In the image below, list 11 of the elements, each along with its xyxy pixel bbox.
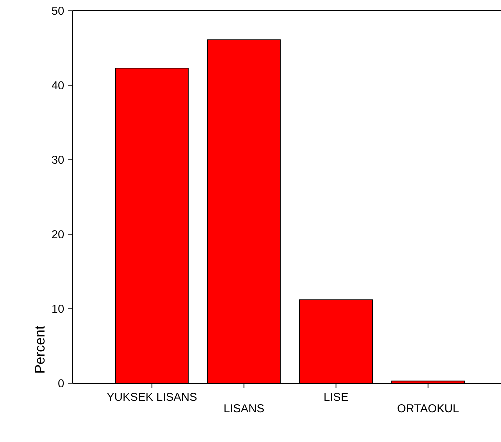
y-tick-label: 30 bbox=[52, 156, 64, 164]
y-tick-label: 40 bbox=[52, 81, 64, 90]
x-tick-label: YUKSEK LISANS bbox=[107, 393, 197, 402]
y-tick-label: 50 bbox=[52, 6, 64, 16]
x-tick-label: LISE bbox=[324, 393, 348, 402]
x-tick-label: ORTAOKUL bbox=[398, 404, 459, 413]
y-axis-title: Percent bbox=[35, 326, 45, 373]
y-tick-label: 10 bbox=[52, 304, 64, 314]
y-tick-label: 0 bbox=[58, 379, 64, 388]
x-tick-label: LISANS bbox=[224, 404, 264, 413]
y-tick-label: 20 bbox=[52, 230, 64, 239]
